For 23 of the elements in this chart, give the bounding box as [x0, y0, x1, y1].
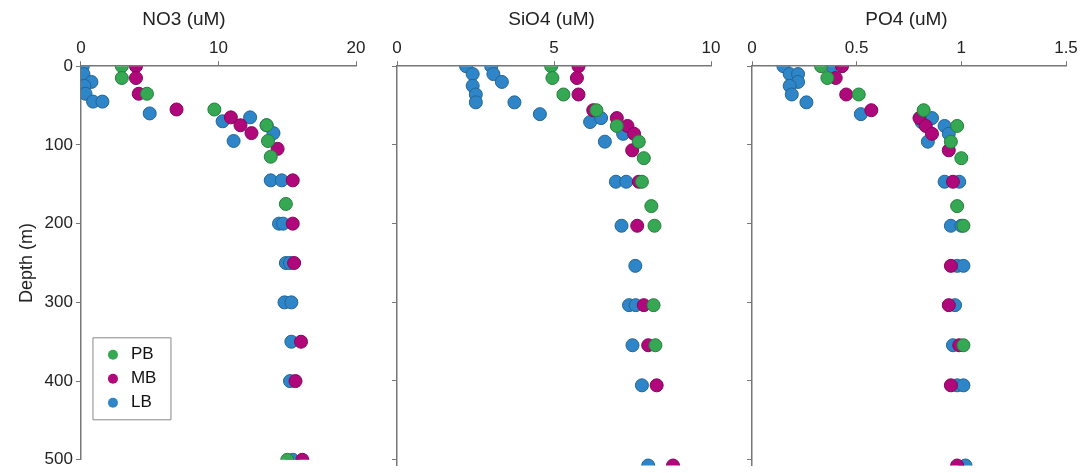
chart-title: NO3 (uM): [142, 7, 226, 29]
chart-title: SiO4 (uM): [508, 7, 595, 29]
x-tick-label: 0: [76, 37, 86, 57]
x-tick-label: 0: [392, 37, 402, 57]
legend-label: PB: [130, 344, 154, 364]
x-tick-label: 10: [701, 37, 721, 57]
y-tick-label: 0: [63, 55, 73, 75]
y-tick-label: 500: [44, 449, 73, 469]
y-tick-label: 100: [44, 134, 73, 154]
y-tick-label: 300: [44, 292, 73, 312]
legend-label: MB: [130, 368, 157, 388]
x-tick-label: 20: [346, 37, 366, 57]
chart-title: PO4 (uM): [865, 7, 948, 29]
legend-label: LB: [130, 392, 152, 412]
x-tick-label: 10: [209, 37, 228, 57]
x-tick-label: 0: [747, 37, 757, 57]
x-tick-label: 1: [956, 37, 967, 57]
y-axis-title: Depth (m): [15, 222, 36, 304]
y-tick-label: 200: [44, 213, 73, 233]
x-tick-label: 1.5: [1054, 37, 1078, 57]
y-tick-label: 400: [44, 370, 73, 390]
x-tick-label: 5: [549, 37, 559, 57]
x-tick-label: 0.5: [844, 37, 869, 57]
